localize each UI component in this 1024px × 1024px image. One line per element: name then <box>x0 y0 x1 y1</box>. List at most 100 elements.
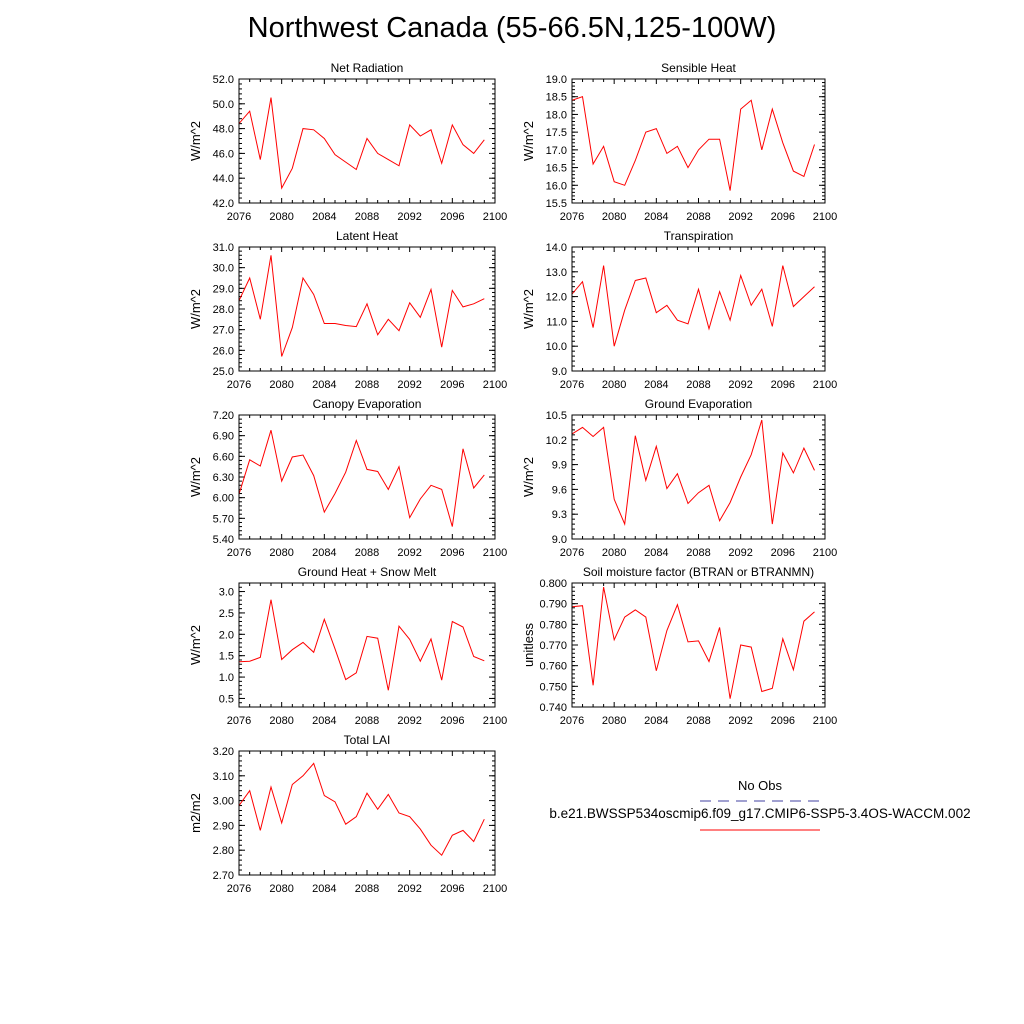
soil-moisture-factor-btran-or-btranmn-ytick-label: 0.760 <box>539 661 567 673</box>
sensible-heat-xtick-label: 2096 <box>771 211 795 223</box>
latent-heat-xtick-label: 2096 <box>440 379 464 391</box>
total-lai-xtick-label: 2092 <box>397 883 421 895</box>
canopy-evaporation-series-line <box>239 430 485 527</box>
ground-heat-snow-melt-ytick-label: 0.5 <box>219 693 234 705</box>
ground-heat-snow-melt-ytick-label: 1.0 <box>219 672 234 684</box>
ground-heat-snow-melt-ylabel: W/m^2 <box>188 625 203 665</box>
transpiration-ytick-label: 10.0 <box>546 341 567 353</box>
latent-heat-ytick-label: 25.0 <box>213 366 234 378</box>
sensible-heat-ytick-label: 18.5 <box>546 92 567 104</box>
total-lai-ytick-label: 2.70 <box>213 870 234 882</box>
sensible-heat-ytick-label: 17.0 <box>546 145 567 157</box>
canopy-evaporation-title: Canopy Evaporation <box>313 397 422 411</box>
latent-heat-xtick-label: 2084 <box>312 379 336 391</box>
sensible-heat-frame <box>571 78 826 204</box>
ground-heat-snow-melt-frame <box>238 582 496 708</box>
sensible-heat-xtick-label: 2080 <box>602 211 626 223</box>
total-lai-xtick-label: 2100 <box>483 883 507 895</box>
ground-heat-snow-melt-xtick-label: 2080 <box>269 715 293 727</box>
ground-evaporation-xtick-label: 2100 <box>813 547 837 559</box>
soil-moisture-factor-btran-or-btranmn-ytick-label: 0.750 <box>539 681 567 693</box>
ground-evaporation-ytick-label: 9.3 <box>552 509 567 521</box>
sensible-heat-ytick-label: 16.5 <box>546 163 567 175</box>
ground-evaporation-ytick-label: 9.6 <box>552 484 567 496</box>
ground-evaporation-xtick-label: 2092 <box>728 547 752 559</box>
canopy-evaporation-ytick-label: 6.60 <box>213 451 234 463</box>
latent-heat-ytick-label: 30.0 <box>213 263 234 275</box>
transpiration-xtick-label: 2080 <box>602 379 626 391</box>
canopy-evaporation-xtick-label: 2088 <box>355 547 379 559</box>
ground-heat-snow-melt-xtick-label: 2100 <box>483 715 507 727</box>
total-lai-series-line <box>239 762 485 857</box>
ground-heat-snow-melt-xtick-label: 2096 <box>440 715 464 727</box>
soil-moisture-factor-btran-or-btranmn-xtick-label: 2088 <box>686 715 710 727</box>
transpiration-frame <box>571 246 826 372</box>
total-lai-xtick-label: 2076 <box>227 883 251 895</box>
total-lai-frame <box>238 750 496 876</box>
net-radiation-xtick-label: 2100 <box>483 211 507 223</box>
latent-heat-ylabel: W/m^2 <box>188 289 203 329</box>
figure-title: Northwest Canada (55-66.5N,125-100W) <box>247 12 777 44</box>
ground-evaporation-xtick-label: 2076 <box>560 547 584 559</box>
transpiration-series-line <box>572 265 815 347</box>
transpiration-xtick-label: 2100 <box>813 379 837 391</box>
sensible-heat-ytick-label: 15.5 <box>546 198 567 210</box>
canopy-evaporation-xtick-label: 2080 <box>269 547 293 559</box>
latent-heat-xtick-label: 2100 <box>483 379 507 391</box>
soil-moisture-factor-btran-or-btranmn-xtick-label: 2076 <box>560 715 584 727</box>
latent-heat-ytick-label: 27.0 <box>213 325 234 337</box>
sensible-heat-ytick-label: 16.0 <box>546 180 567 192</box>
net-radiation-title: Net Radiation <box>331 61 404 75</box>
ground-evaporation-ytick-label: 9.0 <box>552 534 567 546</box>
net-radiation-xtick-label: 2084 <box>312 211 336 223</box>
transpiration-xtick-label: 2084 <box>644 379 668 391</box>
total-lai-ytick-label: 3.10 <box>213 771 234 783</box>
transpiration-ylabel: W/m^2 <box>521 289 536 329</box>
canopy-evaporation-ytick-label: 6.30 <box>213 472 234 484</box>
total-lai-title: Total LAI <box>344 733 391 747</box>
soil-moisture-factor-btran-or-btranmn-xtick-label: 2092 <box>728 715 752 727</box>
ground-evaporation-series-line <box>572 419 815 527</box>
sensible-heat-xtick-label: 2100 <box>813 211 837 223</box>
total-lai-ytick-label: 2.80 <box>213 845 234 857</box>
ground-evaporation-xtick-label: 2080 <box>602 547 626 559</box>
total-lai-ytick-label: 2.90 <box>213 820 234 832</box>
transpiration-xtick-label: 2088 <box>686 379 710 391</box>
ground-heat-snow-melt-xtick-label: 2092 <box>397 715 421 727</box>
soil-moisture-factor-btran-or-btranmn-title: Soil moisture factor (BTRAN or BTRANMN) <box>583 565 814 579</box>
total-lai-ytick-label: 3.00 <box>213 796 234 808</box>
sensible-heat-xtick-label: 2084 <box>644 211 668 223</box>
ground-evaporation-ytick-label: 10.2 <box>546 435 567 447</box>
total-lai-xtick-label: 2088 <box>355 883 379 895</box>
canopy-evaporation-ytick-label: 6.90 <box>213 431 234 443</box>
net-radiation-xtick-label: 2080 <box>269 211 293 223</box>
latent-heat-ytick-label: 26.0 <box>213 345 234 357</box>
latent-heat-series-line <box>239 255 485 357</box>
sensible-heat-ytick-label: 17.5 <box>546 127 567 139</box>
total-lai-ytick-label: 3.20 <box>213 746 234 758</box>
net-radiation-frame <box>238 78 496 204</box>
canopy-evaporation-xtick-label: 2100 <box>483 547 507 559</box>
ground-evaporation-ylabel: W/m^2 <box>521 457 536 497</box>
transpiration-xtick-label: 2096 <box>771 379 795 391</box>
soil-moisture-factor-btran-or-btranmn-xtick-label: 2100 <box>813 715 837 727</box>
latent-heat-title: Latent Heat <box>336 229 399 243</box>
canopy-evaporation-ylabel: W/m^2 <box>188 457 203 497</box>
latent-heat-ytick-label: 31.0 <box>213 242 234 254</box>
ground-evaporation-xtick-label: 2084 <box>644 547 668 559</box>
ground-heat-snow-melt-xtick-label: 2076 <box>227 715 251 727</box>
net-radiation-xtick-label: 2092 <box>397 211 421 223</box>
ground-heat-snow-melt-ytick-label: 3.0 <box>219 587 234 599</box>
soil-moisture-factor-btran-or-btranmn-frame <box>571 582 826 708</box>
ground-evaporation-frame <box>571 414 826 540</box>
canopy-evaporation-ytick-label: 5.40 <box>213 534 234 546</box>
sensible-heat-xtick-label: 2076 <box>560 211 584 223</box>
sensible-heat-ytick-label: 19.0 <box>546 74 567 86</box>
ground-evaporation-ytick-label: 10.5 <box>546 410 567 422</box>
transpiration-ytick-label: 11.0 <box>546 316 567 328</box>
sensible-heat-xtick-label: 2088 <box>686 211 710 223</box>
soil-moisture-factor-btran-or-btranmn-ylabel: unitless <box>521 622 536 667</box>
canopy-evaporation-ytick-label: 6.00 <box>213 493 234 505</box>
transpiration-ytick-label: 9.0 <box>552 366 567 378</box>
